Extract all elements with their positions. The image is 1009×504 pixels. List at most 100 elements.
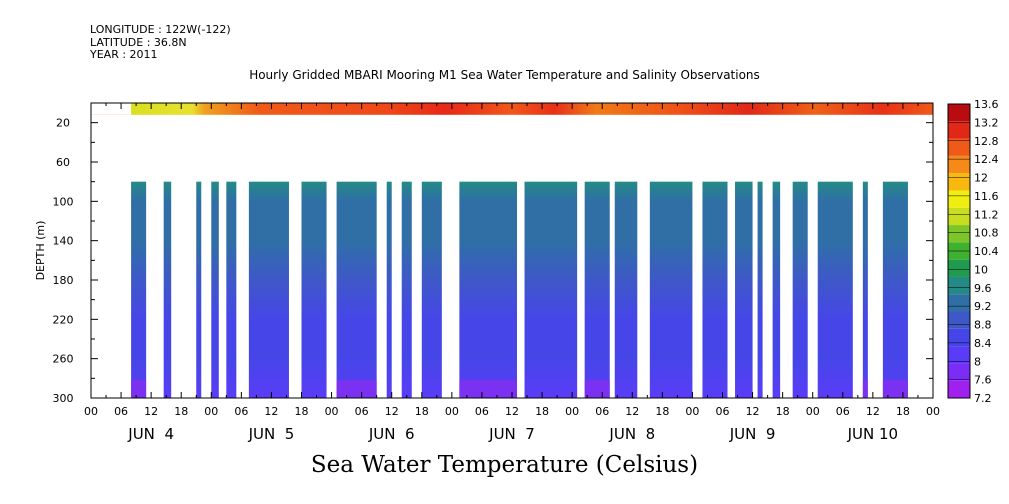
x-tick-label: 06 xyxy=(234,405,248,418)
colorbar-box xyxy=(948,328,970,347)
x-tick-label: 00 xyxy=(445,405,459,418)
x-tick-label: 00 xyxy=(325,405,339,418)
day-label: JUN 5 xyxy=(248,425,295,443)
data-segment xyxy=(817,181,853,398)
colorbar-box xyxy=(948,294,970,312)
colorbar-label: 7.6 xyxy=(974,374,992,387)
cold-bottom-patch xyxy=(131,380,147,398)
colorbar-box xyxy=(948,363,970,381)
y-tick-label: 60 xyxy=(56,156,70,169)
y-tick-label: 180 xyxy=(53,274,74,287)
colorbar-box xyxy=(948,190,970,208)
y-axis-label: DEPTH (m) xyxy=(34,221,47,281)
colorbar-box xyxy=(948,346,970,364)
y-tick-label: 140 xyxy=(53,235,74,248)
x-tick-label: 12 xyxy=(144,405,158,418)
colorbar-label: 12.4 xyxy=(974,153,999,166)
x-tick-label: 12 xyxy=(625,405,639,418)
y-tick-label: 100 xyxy=(53,195,74,208)
data-segment xyxy=(702,181,728,398)
chart-title: Hourly Gridded MBARI Mooring M1 Sea Wate… xyxy=(249,68,760,82)
data-segment xyxy=(226,181,237,398)
data-segment xyxy=(792,181,808,398)
x-tick-label: 12 xyxy=(264,405,278,418)
colorbar-label: 8.8 xyxy=(974,319,992,332)
x-tick-label: 18 xyxy=(896,405,910,418)
day-label: JUN 6 xyxy=(368,425,415,443)
x-tick-label: 06 xyxy=(355,405,369,418)
data-segment xyxy=(584,181,610,398)
colorbar-box xyxy=(948,155,970,174)
colorbar-label: 11.2 xyxy=(974,208,999,221)
x-tick-label: 00 xyxy=(926,405,940,418)
year-label: YEAR : 2011 xyxy=(90,48,158,61)
y-tick-label: 260 xyxy=(53,353,74,366)
colorbar-box xyxy=(948,380,970,398)
colorbar-label: 10 xyxy=(974,263,988,276)
data-segment xyxy=(211,181,219,398)
data-segment xyxy=(649,181,693,398)
x-tick-label: 06 xyxy=(475,405,489,418)
x-tick-label: 12 xyxy=(866,405,880,418)
colorbar-label: 13.6 xyxy=(974,98,999,111)
data-segment xyxy=(163,181,172,398)
cold-bottom-patch xyxy=(336,380,377,398)
x-tick-label: 18 xyxy=(415,405,429,418)
data-segment xyxy=(248,181,289,398)
x-tick-label: 00 xyxy=(806,405,820,418)
day-label: JUN 7 xyxy=(488,425,535,443)
data-segment xyxy=(421,181,442,398)
x-tick-label: 06 xyxy=(836,405,850,418)
y-tick-label: 20 xyxy=(56,117,70,130)
colorbar-label: 9.6 xyxy=(974,282,992,295)
x-tick-label: 06 xyxy=(716,405,730,418)
colorbar-box xyxy=(948,104,970,122)
x-tick-label: 12 xyxy=(746,405,760,418)
x-tick-label: 06 xyxy=(114,405,128,418)
colorbar-label: 12 xyxy=(974,172,988,185)
data-segment xyxy=(336,181,377,398)
y-tick-label: 220 xyxy=(53,313,74,326)
data-segment xyxy=(862,181,868,398)
data-segment xyxy=(401,181,412,398)
colorbar-box xyxy=(948,138,970,156)
colorbar-label: 8 xyxy=(974,355,981,368)
data-segment xyxy=(614,181,638,398)
cold-bottom-patch xyxy=(862,380,868,398)
variable-label: Sea Water Temperature (Celsius) xyxy=(310,452,699,478)
colorbar-box xyxy=(948,276,970,295)
day-label: JUN 4 xyxy=(127,425,174,443)
cold-bottom-patch xyxy=(584,380,610,398)
x-tick-label: 00 xyxy=(685,405,699,418)
x-tick-label: 18 xyxy=(535,405,549,418)
x-tick-label: 18 xyxy=(776,405,790,418)
data-segment xyxy=(772,181,781,398)
day-label: JUN 8 xyxy=(608,425,655,443)
x-tick-label: 12 xyxy=(385,405,399,418)
latitude-label: LATITUDE : 36.8N xyxy=(90,35,187,49)
x-tick-label: 18 xyxy=(174,405,188,418)
x-tick-label: 12 xyxy=(505,405,519,418)
colorbar-box xyxy=(948,207,970,226)
colorbar-label: 10.4 xyxy=(974,245,999,258)
x-tick-label: 06 xyxy=(595,405,609,418)
colorbar-label: 12.8 xyxy=(974,135,999,148)
data-segment xyxy=(735,181,753,398)
data-segment xyxy=(131,181,147,398)
data-segment xyxy=(301,181,327,398)
colorbar-label: 10.8 xyxy=(974,227,999,240)
day-label: JUN 10 xyxy=(847,425,898,443)
data-segment xyxy=(882,181,908,398)
data-segment xyxy=(196,181,202,398)
cold-bottom-patch xyxy=(459,380,518,398)
day-label: JUN 9 xyxy=(729,425,776,443)
colorbar-label: 13.2 xyxy=(974,116,999,129)
colorbar-label: 9.2 xyxy=(974,300,992,313)
data-segment xyxy=(386,181,392,398)
data-segment xyxy=(524,181,578,398)
x-tick-label: 18 xyxy=(655,405,669,418)
colorbar-box xyxy=(948,121,970,139)
colorbar-box xyxy=(948,173,970,191)
chart-metadata: LONGITUDE : 122W(-122) LATITUDE : 36.8N … xyxy=(90,23,231,62)
